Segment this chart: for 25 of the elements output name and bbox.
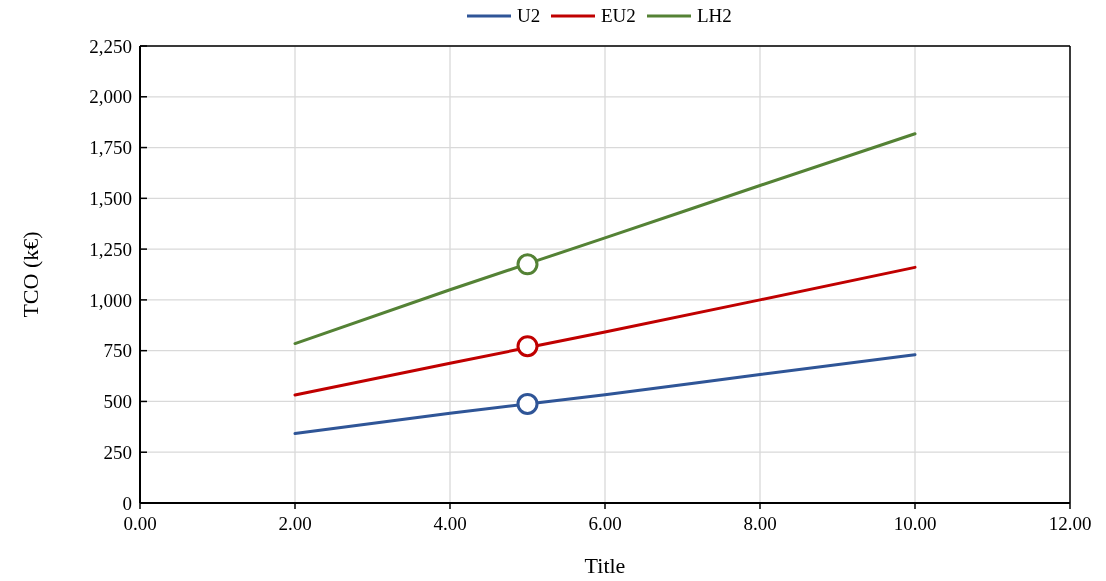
x-axis-title: Title xyxy=(584,553,626,578)
y-axis-title: TCO (k€) xyxy=(18,231,43,318)
x-tick-label: 4.00 xyxy=(433,513,467,534)
y-tick-label: 1,500 xyxy=(89,187,132,209)
x-tick-label: 6.00 xyxy=(588,513,622,534)
legend-label: EU2 xyxy=(601,5,636,26)
y-tick-label: 1,250 xyxy=(89,238,132,260)
legend-label: LH2 xyxy=(697,5,732,26)
line-series xyxy=(293,353,917,436)
legend-label: U2 xyxy=(517,5,541,26)
y-tick-label: 1,000 xyxy=(89,289,132,311)
x-tick-label: 12.00 xyxy=(1048,513,1092,534)
line-series xyxy=(293,265,917,397)
y-tick-label: 500 xyxy=(103,391,132,413)
x-tick-label: 8.00 xyxy=(743,513,777,534)
x-tick-label: 0.00 xyxy=(123,513,157,534)
y-tick-label: 0 xyxy=(122,492,132,514)
y-tick-label: 1,750 xyxy=(89,137,132,159)
x-tick-label: 2.00 xyxy=(278,513,312,534)
x-tick-label: 10.00 xyxy=(893,513,937,534)
y-tick-label: 2,000 xyxy=(89,86,132,108)
line-series xyxy=(293,132,917,346)
y-tick-label: 2,250 xyxy=(89,35,132,57)
y-tick-label: 750 xyxy=(103,340,132,362)
y-tick-label: 250 xyxy=(103,441,132,463)
